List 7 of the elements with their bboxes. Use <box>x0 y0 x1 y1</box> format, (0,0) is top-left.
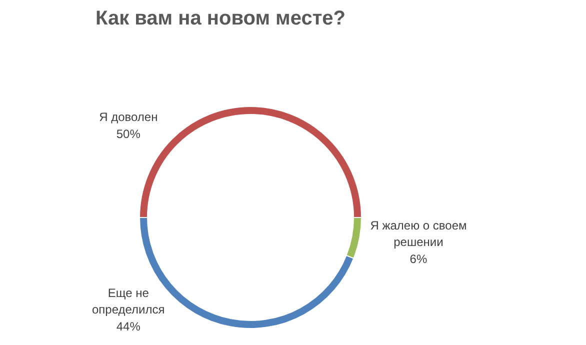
data-label: 44% <box>116 319 141 334</box>
data-label: 6% <box>410 252 428 266</box>
data-label: 50% <box>116 126 141 141</box>
slice-label: Я доволен <box>99 110 158 124</box>
slice-label: Еще не определился <box>92 286 165 317</box>
slice-label: Я жалею о своем решении <box>370 218 467 250</box>
chart-title: Как вам на новом месте? <box>96 8 346 30</box>
